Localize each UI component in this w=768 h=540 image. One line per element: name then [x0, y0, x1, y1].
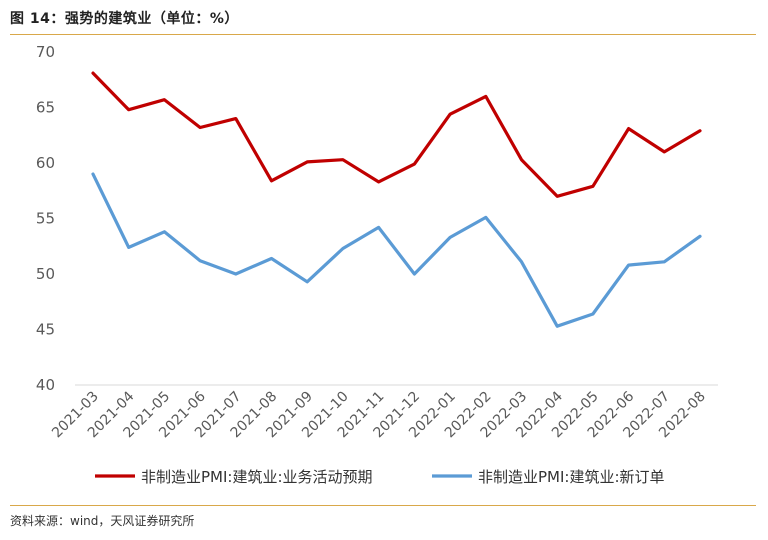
source-note: 资料来源：wind，天风证券研究所 [10, 514, 195, 528]
legend: 非制造业PMI:建筑业:业务活动预期 非制造业PMI:建筑业:新订单 [95, 468, 665, 486]
x-axis-labels: 2021-032021-042021-052021-062021-072021-… [49, 388, 709, 441]
legend-label-2: 非制造业PMI:建筑业:新订单 [478, 468, 665, 486]
y-tick-label: 70 [36, 43, 55, 61]
y-tick-label: 45 [36, 321, 55, 339]
legend-label-1: 非制造业PMI:建筑业:业务活动预期 [141, 468, 373, 486]
series-line-2 [91, 172, 702, 328]
y-tick-label: 65 [36, 99, 55, 117]
series-lines [91, 71, 702, 328]
y-tick-label: 40 [36, 376, 55, 394]
y-tick-label: 60 [36, 154, 55, 172]
figure-title: 图 14：强势的建筑业（单位：%） [10, 11, 239, 27]
y-axis-labels: 40 45 50 55 60 65 70 [36, 43, 55, 394]
series-line-1 [91, 71, 702, 198]
top-divider [10, 34, 756, 35]
bottom-divider [10, 505, 756, 506]
y-tick-label: 55 [36, 210, 55, 228]
y-tick-label: 50 [36, 265, 55, 283]
